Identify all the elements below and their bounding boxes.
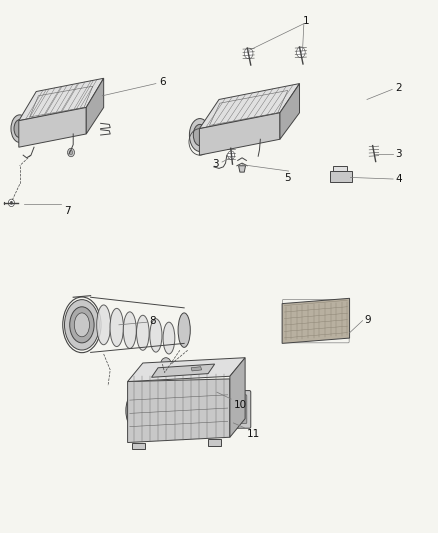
Ellipse shape bbox=[216, 107, 222, 111]
Ellipse shape bbox=[163, 322, 175, 354]
Text: 6: 6 bbox=[159, 77, 166, 87]
Ellipse shape bbox=[70, 307, 94, 343]
Text: 11: 11 bbox=[247, 429, 260, 439]
Polygon shape bbox=[239, 166, 246, 172]
Text: 8: 8 bbox=[149, 316, 156, 326]
Circle shape bbox=[213, 440, 216, 445]
Polygon shape bbox=[199, 84, 300, 128]
Polygon shape bbox=[230, 358, 245, 437]
Polygon shape bbox=[152, 364, 215, 377]
Circle shape bbox=[244, 48, 253, 59]
Circle shape bbox=[165, 367, 173, 378]
Polygon shape bbox=[282, 298, 350, 343]
Polygon shape bbox=[19, 108, 86, 147]
Text: 4: 4 bbox=[395, 174, 402, 184]
Ellipse shape bbox=[178, 313, 190, 348]
Text: 3: 3 bbox=[395, 149, 402, 159]
Ellipse shape bbox=[73, 95, 78, 98]
Circle shape bbox=[180, 367, 185, 374]
Ellipse shape bbox=[97, 305, 111, 345]
Ellipse shape bbox=[227, 105, 233, 109]
Polygon shape bbox=[19, 78, 104, 120]
Polygon shape bbox=[132, 442, 145, 449]
Ellipse shape bbox=[14, 119, 25, 138]
Ellipse shape bbox=[45, 100, 49, 103]
Ellipse shape bbox=[123, 312, 136, 349]
Ellipse shape bbox=[83, 93, 88, 96]
Text: 3: 3 bbox=[212, 159, 219, 168]
Polygon shape bbox=[127, 379, 230, 442]
Ellipse shape bbox=[150, 319, 162, 352]
Ellipse shape bbox=[250, 101, 256, 104]
FancyBboxPatch shape bbox=[230, 395, 247, 423]
Ellipse shape bbox=[64, 300, 99, 350]
Text: 5: 5 bbox=[284, 173, 291, 183]
Ellipse shape bbox=[137, 316, 149, 350]
Text: 1: 1 bbox=[303, 16, 309, 26]
Circle shape bbox=[228, 151, 235, 159]
Polygon shape bbox=[199, 113, 280, 155]
Circle shape bbox=[69, 150, 73, 155]
Ellipse shape bbox=[74, 313, 89, 337]
Circle shape bbox=[10, 201, 13, 205]
Text: 9: 9 bbox=[365, 314, 371, 325]
Polygon shape bbox=[333, 166, 346, 171]
Ellipse shape bbox=[126, 396, 138, 425]
Polygon shape bbox=[191, 367, 201, 371]
Circle shape bbox=[297, 47, 305, 58]
Ellipse shape bbox=[261, 99, 267, 102]
Ellipse shape bbox=[110, 309, 124, 346]
Ellipse shape bbox=[11, 115, 28, 142]
Text: 2: 2 bbox=[395, 83, 402, 93]
Polygon shape bbox=[280, 84, 300, 139]
Polygon shape bbox=[86, 78, 104, 134]
Polygon shape bbox=[330, 171, 352, 182]
Text: 10: 10 bbox=[233, 400, 247, 410]
Polygon shape bbox=[208, 439, 221, 446]
Ellipse shape bbox=[189, 118, 210, 151]
Ellipse shape bbox=[193, 124, 206, 146]
Circle shape bbox=[137, 443, 140, 448]
Text: 7: 7 bbox=[64, 206, 70, 215]
Circle shape bbox=[161, 358, 171, 370]
Ellipse shape bbox=[54, 98, 59, 101]
Circle shape bbox=[8, 199, 14, 207]
FancyBboxPatch shape bbox=[227, 391, 251, 428]
Polygon shape bbox=[127, 358, 245, 382]
Ellipse shape bbox=[64, 96, 69, 100]
Ellipse shape bbox=[239, 103, 245, 107]
Circle shape bbox=[67, 148, 74, 157]
